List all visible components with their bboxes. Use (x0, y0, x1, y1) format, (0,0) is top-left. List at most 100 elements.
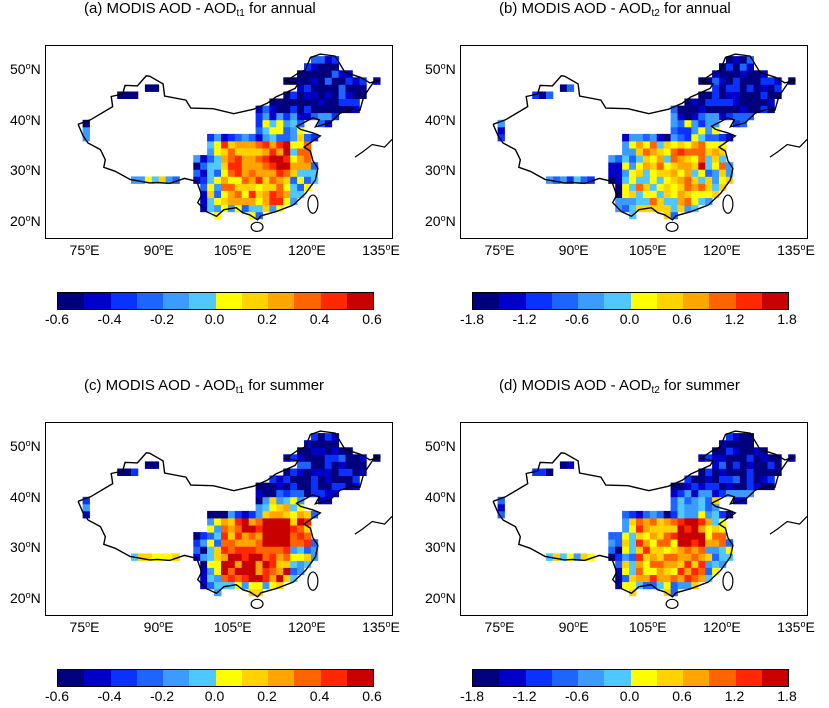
grid-cell (691, 518, 699, 526)
grid-cell (227, 176, 236, 184)
grid-cell (297, 126, 305, 135)
grid-cell (234, 204, 243, 213)
colorbar-swatch (268, 670, 295, 686)
grid-cell (732, 63, 741, 71)
grid-cell (283, 91, 291, 99)
grid-cell (248, 588, 256, 597)
grid-cell (705, 169, 713, 177)
grid-cell (649, 162, 658, 170)
panel-title: (d) MODIS AOD - AODt2 for summer (499, 377, 740, 396)
grid-cell (663, 176, 671, 184)
colorbar-label: 1.8 (777, 688, 797, 704)
grid-cell (649, 560, 658, 568)
grid-cell (324, 468, 333, 476)
grid-cell (691, 183, 699, 191)
grid-cell (227, 567, 236, 575)
grid-cell (677, 204, 685, 213)
grid-cell (677, 133, 685, 142)
grid-cell (684, 546, 692, 554)
colorbar-swatch (136, 670, 163, 686)
grid-cell (732, 482, 741, 491)
lon-tick-label: 120oE (287, 242, 326, 258)
grid-cell (622, 183, 630, 191)
grid-cell (732, 454, 741, 462)
grid-cell (310, 56, 319, 64)
grid-cell (324, 63, 333, 71)
grid-cell (753, 98, 761, 106)
grid-cell (269, 525, 277, 533)
grid-cell (283, 539, 291, 547)
grid-cell (719, 475, 727, 483)
grid-cell (297, 560, 305, 568)
lat-tick-label: 50oN (425, 438, 456, 455)
grid-cell (698, 574, 706, 583)
colorbar-swatch (58, 670, 85, 686)
grid-cell (670, 489, 678, 498)
grid-cell (677, 496, 685, 505)
grid-cell (297, 546, 305, 554)
grid-cell (705, 567, 713, 575)
grid-cell (234, 525, 243, 533)
map-raster (77, 53, 392, 233)
grid-cell (629, 162, 637, 170)
grid-cell (221, 518, 229, 526)
grid-cell (227, 133, 236, 142)
grid-cell (732, 56, 741, 64)
grid-cell (684, 574, 692, 583)
grid-cell (698, 162, 706, 170)
grid-cell (207, 190, 215, 198)
grid-cell (684, 518, 692, 526)
grid-cell (712, 98, 720, 106)
grid-cell (255, 581, 263, 590)
grid-cell (698, 525, 706, 533)
grid-cell (227, 141, 236, 149)
grid-cell (719, 468, 727, 476)
grid-cell (310, 77, 319, 85)
grid-cell (698, 141, 706, 149)
panel-title-subscript: t1 (235, 385, 245, 396)
grid-cell (698, 91, 706, 99)
grid-cell (269, 581, 277, 590)
grid-cell (345, 84, 353, 92)
colorbar-swatch (735, 293, 762, 309)
grid-cell (656, 525, 664, 533)
grid-cell (310, 84, 319, 92)
grid-cell (725, 56, 734, 64)
grid-cell (262, 581, 270, 590)
colorbar-label: 0.6 (362, 688, 382, 704)
grid-cell (345, 475, 353, 483)
grid-cell (255, 183, 263, 191)
grid-cell (684, 155, 692, 163)
grid-cell (622, 567, 630, 575)
grid-cell (290, 197, 298, 206)
grid-cell (636, 567, 644, 575)
grid-cell (663, 553, 671, 561)
grid-cell (338, 77, 346, 85)
grid-cell (725, 169, 734, 177)
grid-cell (636, 176, 644, 184)
grid-cell (317, 447, 326, 455)
grid-cell (234, 197, 243, 206)
grid-cell (587, 553, 595, 561)
grid-cell (221, 574, 229, 583)
grid-cell (670, 496, 678, 505)
grid-cell (331, 56, 339, 64)
grid-cell (677, 510, 685, 519)
grid-cell (221, 141, 229, 149)
grid-cell (732, 77, 741, 85)
grid-cell (587, 176, 595, 184)
grid-cell (290, 133, 298, 142)
grid-cell (310, 461, 319, 469)
lon-tick-label: 90oE (558, 619, 589, 635)
colorbar-label: -1.2 (512, 311, 537, 327)
grid-cell (656, 133, 664, 142)
grid-cell (310, 489, 319, 498)
lon-tick-label: 135oE (777, 619, 815, 635)
grid-cell (642, 190, 651, 198)
grid-cell (297, 133, 305, 142)
grid-cell (241, 204, 249, 213)
grid-cell (760, 454, 768, 462)
grid-cell (774, 468, 782, 476)
grid-cell (725, 77, 734, 85)
grid-cell (753, 105, 761, 114)
